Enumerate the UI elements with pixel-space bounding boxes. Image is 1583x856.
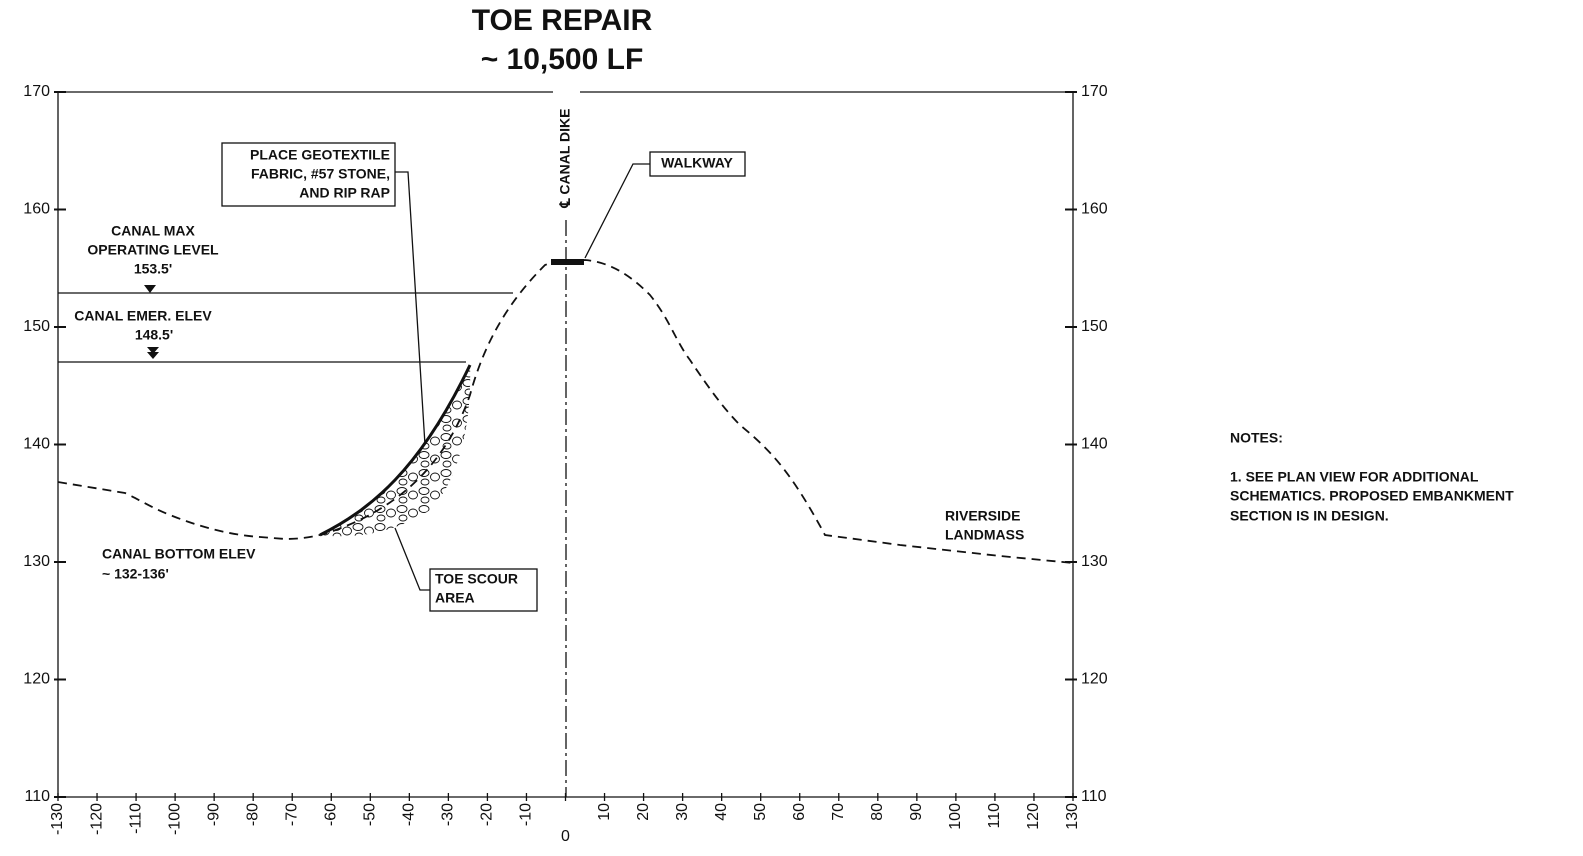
y-tick-label: 170 — [23, 83, 50, 100]
x-tick-label: 10 — [596, 803, 613, 821]
emer-level-label: CANAL EMER. ELEV — [74, 308, 212, 324]
notes-line: SECTION IS IN DESIGN. — [1230, 508, 1389, 524]
y-tick-label: 150 — [23, 318, 50, 335]
max-level-label: OPERATING LEVEL — [87, 242, 219, 258]
level-marker — [147, 347, 159, 359]
y-tick-label: 140 — [1081, 436, 1108, 453]
x-tick-label: -20 — [479, 803, 496, 826]
x-tick-label: -60 — [322, 803, 339, 826]
leader — [395, 171, 426, 446]
y-tick-label: 160 — [1081, 201, 1108, 218]
max-level-label: CANAL MAX — [111, 223, 195, 239]
y-tick-label: 140 — [23, 436, 50, 453]
x-tick-label: -100 — [166, 803, 183, 835]
x-tick-label: -90 — [205, 803, 222, 826]
x-tick-label: 130 — [1064, 803, 1081, 830]
x-tick-label: -130 — [49, 803, 66, 835]
x-tick-label: -10 — [518, 803, 535, 826]
notes-line: 1. SEE PLAN VIEW FOR ADDITIONAL — [1230, 469, 1479, 485]
y-tick-label: 120 — [1081, 671, 1108, 688]
y-tick-label: 130 — [1081, 553, 1108, 570]
x-tick-label: 50 — [752, 803, 769, 821]
x-tick-label: 80 — [869, 803, 886, 821]
x-tick-label: 100 — [947, 803, 964, 830]
callout-box — [221, 142, 396, 207]
max-level-label: 153.5' — [134, 261, 172, 277]
leader — [394, 527, 430, 591]
riprap-edge — [319, 364, 472, 537]
notes-heading: NOTES: — [1230, 430, 1283, 446]
x-tick-label: 120 — [1025, 803, 1042, 830]
geotextile-label: FABRIC, #57 STONE, — [251, 166, 390, 182]
x-tick-label: 90 — [908, 803, 925, 821]
x-tick-label: -110 — [127, 803, 144, 834]
x-tick-label: -30 — [440, 803, 457, 826]
x-tick-label: -80 — [244, 803, 261, 826]
y-tick-label: 150 — [1081, 318, 1108, 335]
y-tick-label: 110 — [1081, 788, 1107, 805]
x-tick-label: 40 — [713, 803, 730, 821]
y-tick-label: 160 — [23, 201, 50, 218]
y-tick-label: 170 — [1081, 83, 1108, 100]
x-tick-label: 30 — [674, 803, 691, 821]
leader — [584, 163, 650, 259]
y-tick-label: 120 — [23, 671, 50, 688]
bottom-label: CANAL BOTTOM ELEV — [102, 546, 256, 562]
x-tick-label: -40 — [401, 803, 418, 826]
x-tick-label: -50 — [362, 803, 379, 826]
title: ~ 10,500 LF — [481, 43, 644, 76]
x-tick-label: -120 — [88, 803, 105, 835]
bottom-label: ~ 132-136' — [102, 566, 169, 582]
emer-level-label: 148.5' — [135, 327, 173, 343]
y-tick-label: 130 — [23, 553, 50, 570]
geotextile-label: PLACE GEOTEXTILE — [250, 147, 390, 163]
title: TOE REPAIR — [472, 4, 653, 37]
level-marker — [144, 285, 156, 293]
y-tick-label: 110 — [24, 788, 50, 805]
x-tick-label: 20 — [635, 803, 652, 821]
x-tick-label: 0 — [561, 828, 570, 845]
x-tick-label: -70 — [283, 803, 300, 826]
toe-scour-label: AREA — [435, 590, 475, 606]
riverside-label: LANDMASS — [945, 527, 1024, 543]
x-tick-label: 70 — [830, 803, 847, 821]
toe-scour-label: TOE SCOUR — [435, 571, 518, 587]
riverside-label: RIVERSIDE — [945, 508, 1020, 524]
geotextile-label: AND RIP RAP — [299, 185, 390, 201]
walkway-label: WALKWAY — [661, 155, 733, 171]
x-tick-label: 60 — [791, 803, 808, 821]
ground-profile — [57, 259, 1074, 564]
riprap — [320, 365, 471, 537]
notes-line: SCHEMATICS. PROPOSED EMBANKMENT — [1230, 488, 1514, 504]
x-tick-label: 110 — [986, 803, 1003, 829]
centerline-label: ℄ CANAL DIKE — [557, 109, 573, 209]
